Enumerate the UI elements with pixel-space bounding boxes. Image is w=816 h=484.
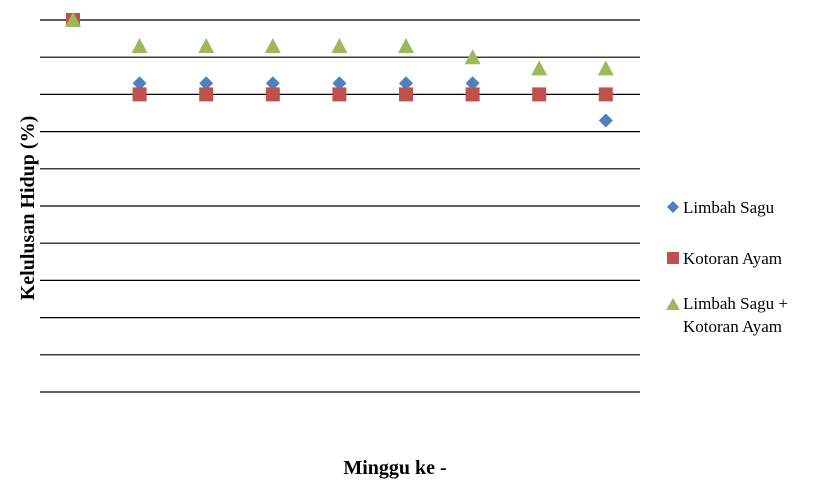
data-point <box>597 60 614 76</box>
series-limbah-sagu-kotoran-ayam <box>65 12 614 76</box>
data-point <box>265 76 280 91</box>
gridlines <box>40 19 640 393</box>
legend: Limbah Sagu Kotoran Ayam Limbah Sagu + K… <box>666 198 792 336</box>
data-point <box>332 76 347 91</box>
data-point <box>132 87 147 102</box>
legend-label-kotoran-ayam: Kotoran Ayam <box>683 249 782 268</box>
x-axis-label: Minggu ke - <box>343 457 446 479</box>
legend-marker-kotoran-ayam <box>667 252 679 264</box>
data-point <box>464 49 481 65</box>
data-points <box>65 12 614 128</box>
data-point <box>198 38 215 54</box>
data-point <box>132 76 147 91</box>
y-axis-label: Kelulusan Hidup (%) <box>17 116 39 301</box>
data-point <box>598 113 613 128</box>
data-point <box>399 76 413 91</box>
series-limbah-sagu <box>66 13 613 128</box>
legend-label-limbah-sagu: Limbah Sagu <box>683 198 775 217</box>
data-point <box>332 87 347 102</box>
legend-label-line-1: Limbah Sagu + <box>683 294 788 313</box>
legend-label-limbah-sagu-kotoran-ayam: Limbah Sagu + Kotoran Ayam <box>683 294 792 336</box>
data-point <box>465 76 480 91</box>
data-point <box>598 87 613 102</box>
data-point <box>265 87 280 102</box>
data-point <box>199 87 214 102</box>
data-point <box>199 76 214 91</box>
data-point <box>131 38 148 54</box>
data-point <box>398 38 414 54</box>
data-point <box>465 87 480 102</box>
data-point <box>331 38 348 54</box>
data-point <box>65 12 81 27</box>
legend-label-line-2: Kotoran Ayam <box>683 317 782 336</box>
data-point <box>399 87 413 102</box>
data-point <box>532 87 547 102</box>
legend-marker-limbah-sagu-kotoran-ayam <box>666 298 680 310</box>
data-point <box>531 60 548 76</box>
legend-marker-limbah-sagu <box>667 201 679 213</box>
data-point <box>264 38 281 54</box>
